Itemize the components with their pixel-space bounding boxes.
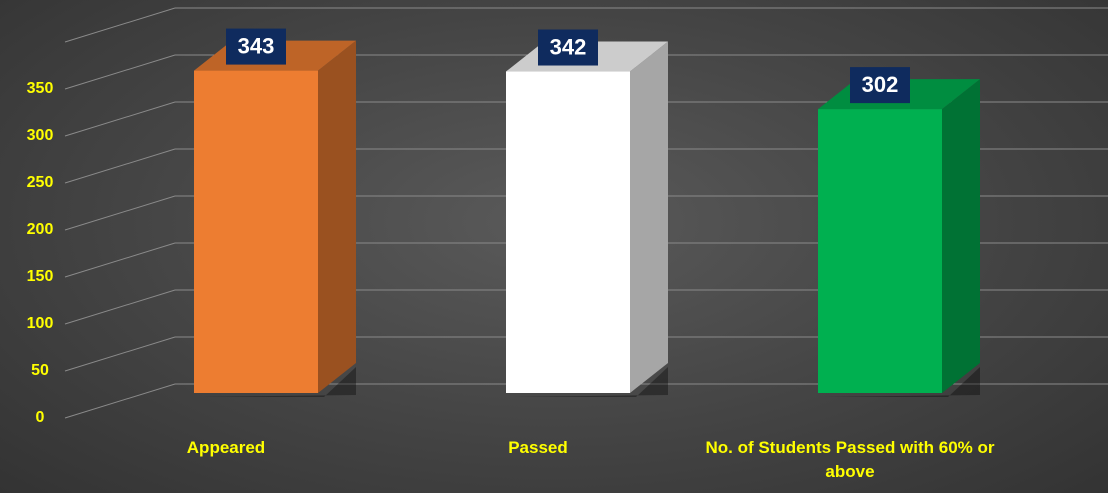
frame-line [64,7,1108,43]
grid-line [64,289,1108,325]
bar-front [818,109,942,394]
value-label-box [850,67,910,104]
y-tick-label: 300 [27,127,54,144]
bar [194,40,356,397]
grid-line [64,195,1108,231]
value-label: 343 [238,33,275,58]
bar-side [630,41,668,394]
y-tick-label: 150 [27,268,54,285]
bar-front [506,71,630,394]
value-label-box [538,29,598,66]
bar [818,79,980,397]
grid-line [64,148,1108,184]
y-tick-label: 350 [27,80,54,97]
value-label: 302 [862,72,899,97]
grid-line [64,54,1108,90]
y-tick-label: 50 [31,362,49,379]
value-label: 342 [550,34,587,59]
grid-line [64,242,1108,278]
bar [506,41,668,397]
bar-side [942,79,980,394]
grid-line [64,383,1108,419]
x-tick-label: Passed [508,438,568,457]
x-tick-label: Appeared [186,438,266,457]
y-tick-label: 200 [27,221,54,238]
bar-shadow [824,367,980,397]
bar-shadow [512,367,668,397]
x-tick-label: No. of Students Passed with 60% or above [705,438,995,481]
grid-line [64,101,1108,137]
y-tick-label: 250 [27,174,54,191]
bar-side [318,40,356,393]
grid-line [64,336,1108,372]
y-tick-label: 0 [36,409,45,426]
y-tick-label: 100 [27,315,54,332]
value-label-box [226,28,286,65]
bar-shadow [200,367,356,397]
bar-front [194,70,318,393]
